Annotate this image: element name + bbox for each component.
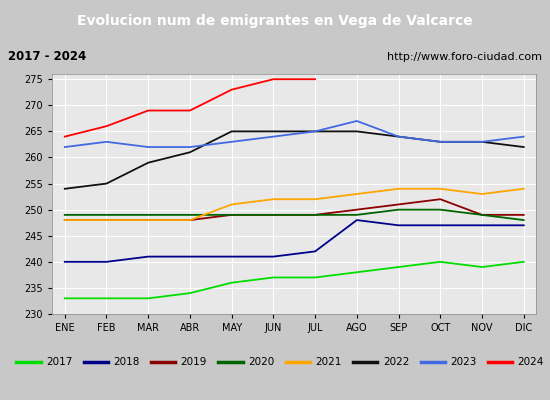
Text: 2019: 2019 — [180, 357, 207, 367]
Text: 2017: 2017 — [46, 357, 72, 367]
Text: 2017 - 2024: 2017 - 2024 — [8, 50, 86, 64]
Text: Evolucion num de emigrantes en Vega de Valcarce: Evolucion num de emigrantes en Vega de V… — [77, 14, 473, 28]
Text: 2018: 2018 — [113, 357, 140, 367]
Text: 2024: 2024 — [518, 357, 544, 367]
Text: 2020: 2020 — [248, 357, 274, 367]
Text: 2023: 2023 — [450, 357, 476, 367]
Text: 2021: 2021 — [315, 357, 342, 367]
Text: 2022: 2022 — [383, 357, 409, 367]
Text: http://www.foro-ciudad.com: http://www.foro-ciudad.com — [387, 52, 542, 62]
